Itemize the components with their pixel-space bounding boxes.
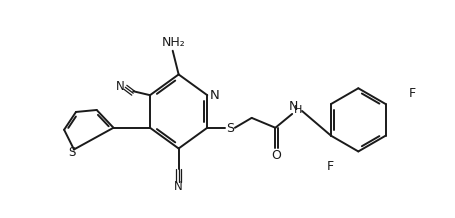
Text: S: S [68, 146, 76, 159]
Text: N: N [116, 80, 125, 93]
Text: H: H [293, 105, 302, 115]
Text: S: S [226, 122, 233, 135]
Text: N: N [288, 100, 297, 112]
Text: NH₂: NH₂ [162, 36, 185, 49]
Text: F: F [408, 87, 415, 100]
Text: N: N [209, 89, 218, 102]
Text: O: O [271, 149, 281, 162]
Text: F: F [326, 160, 334, 173]
Text: N: N [174, 179, 182, 192]
